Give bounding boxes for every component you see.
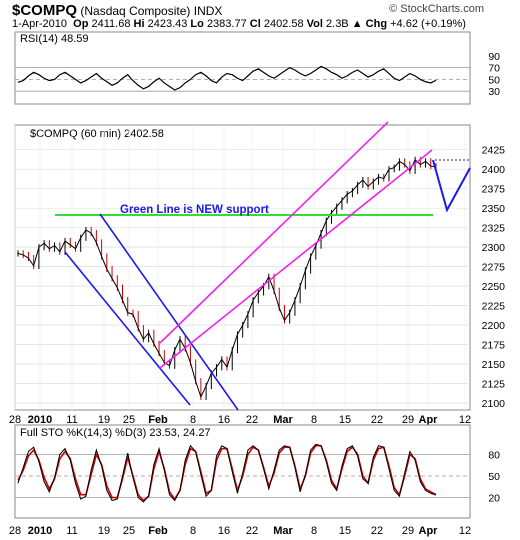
y-tick-label: 90 [488,51,500,63]
support-label: Green Line is NEW support [120,204,269,216]
y-tick-label: 50 [488,74,500,86]
x-tick-label: 2010 [28,525,52,537]
y-tick-label: 2125 [482,379,506,391]
y-tick-label: 2250 [482,281,506,293]
sto-x-axis: 28 2010 11 19 25 Feb 8 16 22 Mar 8 15 22 29 Apr 12 [9,525,471,537]
vol-label: Vol [306,18,323,30]
y-tick-label: 2150 [482,359,506,371]
rsi-series-line [17,65,437,91]
y-tick-label: 70 [488,63,500,75]
x-tick-label: Mar [273,525,293,537]
x-tick-label: 29 [402,525,414,537]
x-tick-label: 2010 [28,414,52,426]
x-tick-label: 28 [9,414,21,426]
y-tick-label: 2425 [482,145,506,157]
projection-path [432,159,471,213]
x-tick-label: 15 [339,414,351,426]
x-tick-label: 19 [98,414,110,426]
close-value: 2402.58 [263,18,304,30]
x-tick-label: 22 [371,414,383,426]
y-tick-label: 2375 [482,184,506,196]
x-tick-label: 8 [311,414,317,426]
credit-label: © StockCharts.com [389,3,484,15]
y-tick-label: 2275 [482,262,506,274]
x-tick-label: 22 [246,525,258,537]
x-tick-label: 8 [190,525,196,537]
y-tick-label: 2200 [482,320,506,332]
price-panel: $COMPQ (60 min) 2402.58 Green Line is NE… [9,121,506,426]
x-tick-label: 15 [339,525,351,537]
price-axis: 2425 2400 2375 2350 2325 2300 2275 2250 2225 2200… [482,145,506,410]
sto-k-line [17,443,437,503]
vol-value: 2.3B [326,18,349,30]
chg-value: +4.62 (+0.19%) [390,18,466,30]
x-tick-label: 22 [371,525,383,537]
sto-frame [14,424,471,519]
high-value: 2423.43 [147,18,188,30]
price-x-axis: 28 2010 11 19 25 Feb 8 16 22 Mar 8 15 22 29 Apr 12 [9,414,471,426]
high-label: Hi [133,18,145,30]
x-tick-label: 25 [123,414,135,426]
sto-panel: Full STO %K(14,3) %D(3) 23.53, 24.27 80 5… [9,424,500,537]
price-series-line [17,159,437,399]
exchange-label: INDX [193,4,223,18]
sto-d-line [17,444,437,502]
y-tick-label: 2325 [482,223,506,235]
chart-title: $COMPQ (Nasdaq Composite) INDX [12,2,222,19]
quote-date: 1-Apr-2010 [12,18,68,30]
downtrend-upper-line [99,213,239,411]
x-tick-label: 8 [190,414,196,426]
x-tick-label: 11 [66,414,77,426]
x-tick-label: Feb [148,525,168,537]
symbol-label: $COMPQ [12,2,78,19]
y-tick-label: 2400 [482,164,506,176]
x-tick-label: 11 [66,525,77,537]
price-title: $COMPQ (60 min) 2402.58 [30,128,164,140]
x-tick-label: 29 [402,414,414,426]
index-name: (Nasdaq Composite) [80,4,191,18]
y-tick-label: 2175 [482,340,506,352]
y-tick-label: 2100 [482,398,506,410]
open-label: Op [73,18,89,30]
x-tick-label: 8 [311,525,317,537]
price-frame [14,124,471,411]
sto-axis: 80 50 20 [488,449,500,504]
change-arrow-icon: ▲ [351,18,363,30]
low-value: 2383.77 [206,18,247,30]
x-tick-label: 22 [246,414,258,426]
x-tick-label: Feb [148,414,168,426]
x-tick-label: Apr [419,525,439,537]
x-tick-label: 12 [459,525,471,537]
rsi-title: RSI(14) 48.59 [20,33,88,45]
y-tick-label: 2350 [482,203,506,215]
y-tick-label: 30 [488,86,500,98]
x-tick-label: 16 [218,525,230,537]
quote-header: 1-Apr-2010 Op 2411.68 Hi 2423.43 Lo 2383… [12,18,466,30]
x-tick-label: Mar [273,414,293,426]
price-grid [14,125,470,410]
x-tick-label: 19 [98,525,110,537]
uptrend-upper-line [159,121,389,344]
uptrend-lower-line [159,149,433,369]
x-tick-label: Apr [419,414,439,426]
low-label: Lo [190,18,204,30]
open-value: 2411.68 [91,18,131,30]
y-tick-label: 20 [488,493,500,505]
close-label: Cl [249,18,261,30]
downtrend-lower-line [64,251,191,406]
y-tick-label: 2300 [482,242,506,254]
y-tick-label: 80 [488,449,500,461]
y-tick-label: 2225 [482,301,506,313]
y-tick-label: 50 [488,471,500,483]
x-tick-label: 28 [9,525,21,537]
x-tick-label: 25 [123,525,135,537]
x-tick-label: 12 [459,414,471,426]
x-tick-label: 16 [218,414,230,426]
sto-title: Full STO %K(14,3) %D(3) 23.53, 24.27 [20,427,211,439]
chg-label: Chg [365,18,388,30]
